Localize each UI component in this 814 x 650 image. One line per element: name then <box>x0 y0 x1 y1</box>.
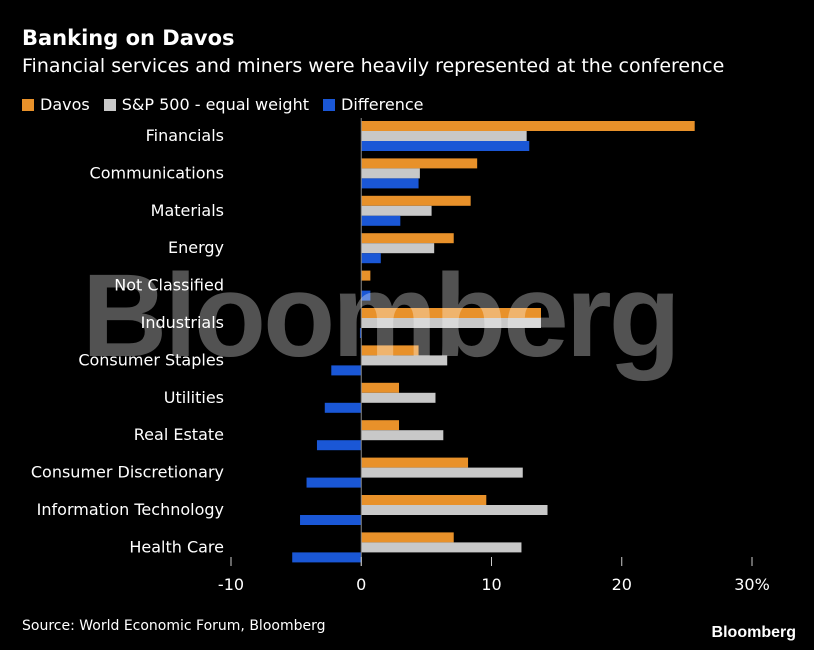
category-label-financials: Financials <box>146 126 224 145</box>
category-label-materials: Materials <box>151 201 224 220</box>
bar-difference-real-estate <box>316 440 362 451</box>
category-label-health-care: Health Care <box>129 537 224 556</box>
bar-s-p-500-equal-weight-utilities <box>361 392 436 403</box>
category-label-industrials: Industrials <box>141 313 224 332</box>
legend: Davos S&P 500 - equal weight Difference <box>22 95 423 114</box>
category-label-consumer-discretionary: Consumer Discretionary <box>31 463 224 482</box>
bar-s-p-500-equal-weight-financials <box>361 131 527 141</box>
chart-title: Banking on Davos <box>22 26 235 50</box>
category-label-information-technology: Information Technology <box>37 500 224 519</box>
legend-item-difference: Difference <box>323 95 423 114</box>
bar-s-p-500-equal-weight-communications <box>361 168 420 179</box>
bar-davos-information-technology <box>361 495 487 505</box>
bar-difference-industrials <box>359 328 362 338</box>
bar-davos-industrials <box>361 308 541 318</box>
bar-s-p-500-equal-weight-materials <box>361 205 432 216</box>
category-label-communications: Communications <box>90 163 224 182</box>
bar-davos-materials <box>361 195 471 206</box>
x-tick-label-3: 20 <box>612 575 632 594</box>
x-tick-label-0: -10 <box>218 575 244 594</box>
bar-difference-materials <box>361 215 401 226</box>
legend-swatch-davos <box>22 98 34 111</box>
category-label-consumer-staples: Consumer Staples <box>78 350 224 369</box>
category-label-energy: Energy <box>168 238 224 257</box>
legend-label-davos: Davos <box>40 95 90 114</box>
legend-swatch-difference <box>323 98 335 111</box>
bar-difference-financials <box>361 141 530 151</box>
x-tick-label-2: 10 <box>481 575 501 594</box>
bar-difference-communications <box>361 178 419 189</box>
bar-s-p-500-equal-weight-consumer-discretionary <box>361 467 523 478</box>
x-tick-label-4: 30% <box>734 575 770 594</box>
legend-item-davos: Davos <box>22 95 90 114</box>
bar-davos-utilities <box>361 382 400 393</box>
category-label-not-classified: Not Classified <box>114 276 224 295</box>
bar-difference-health-care <box>292 552 362 563</box>
source-note: Source: World Economic Forum, Bloomberg <box>22 618 326 634</box>
bar-difference-energy <box>361 253 381 264</box>
x-tick-label-1: 0 <box>356 575 366 594</box>
bar-davos-health-care <box>361 532 454 543</box>
bar-difference-consumer-discretionary <box>306 477 362 488</box>
bar-s-p-500-equal-weight-health-care <box>361 542 522 553</box>
bar-difference-consumer-staples <box>331 365 362 376</box>
category-label-utilities: Utilities <box>164 388 224 407</box>
bar-s-p-500-equal-weight-information-technology <box>361 505 548 515</box>
brand-logo: Bloomberg <box>711 624 796 641</box>
bar-difference-information-technology <box>300 515 362 525</box>
bar-davos-consumer-discretionary <box>361 457 469 468</box>
bar-s-p-500-equal-weight-energy <box>361 243 435 254</box>
bar-s-p-500-equal-weight-industrials <box>361 318 541 328</box>
bar-davos-financials <box>361 121 695 131</box>
bar-davos-energy <box>361 233 454 244</box>
bar-s-p-500-equal-weight-consumer-staples <box>361 355 448 366</box>
bar-davos-communications <box>361 158 478 169</box>
category-label-real-estate: Real Estate <box>134 425 224 444</box>
bar-davos-consumer-staples <box>361 345 419 356</box>
bar-davos-not-classified <box>361 270 371 281</box>
chart-subtitle: Financial services and miners were heavi… <box>22 55 725 77</box>
legend-swatch-sp500 <box>103 98 116 111</box>
bar-s-p-500-equal-weight-real-estate <box>361 430 444 441</box>
bar-difference-not-classified <box>361 290 371 301</box>
bar-difference-utilities <box>324 402 362 413</box>
bar-davos-real-estate <box>361 420 400 431</box>
legend-label-sp500: S&P 500 - equal weight <box>121 95 309 114</box>
legend-label-difference: Difference <box>341 95 424 114</box>
legend-item-sp500: S&P 500 - equal weight <box>103 95 309 114</box>
